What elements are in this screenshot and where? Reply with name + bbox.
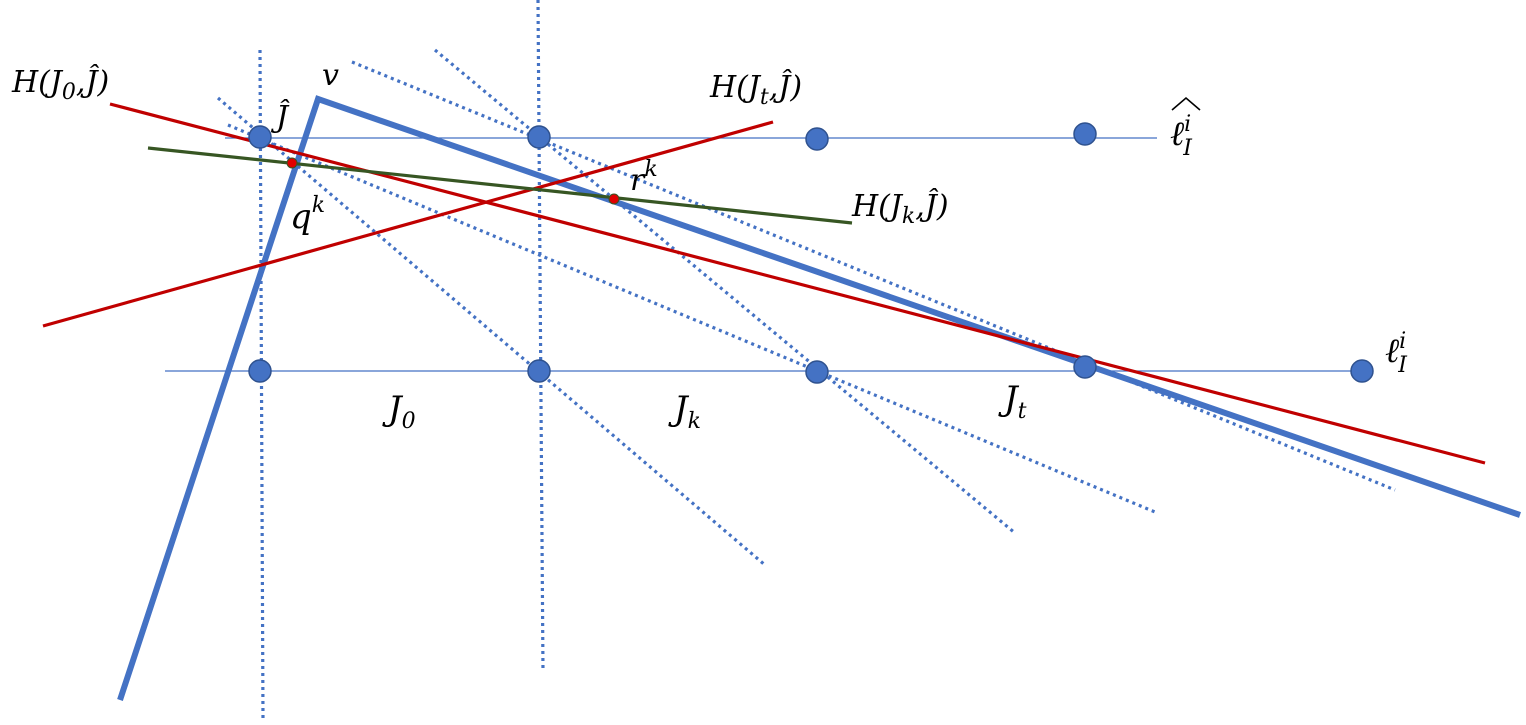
label-j-hat: Ĵ [270,99,290,135]
vertical-dotted-line-middle [536,0,545,673]
label-h-j0: H(J0,Ĵ) [11,64,109,105]
point-lower-2 [527,359,551,383]
point-upper-1 [248,125,272,149]
dotted-line-4 [351,60,1396,492]
label-q-k: qk [290,193,325,237]
green-line-h-jk [147,146,853,225]
label-v: v [322,58,339,93]
ell-hat-caret [1171,96,1201,111]
label-jk: Jk [668,389,701,434]
point-lower-5 [1350,359,1374,383]
dotted-line-2 [433,48,1017,535]
point-upper-2 [527,125,551,149]
dotted-line-1 [216,96,767,567]
point-r-k [608,193,620,205]
dotted-line-3 [227,123,1156,514]
point-upper-4 [1073,122,1097,146]
point-lower-3 [805,360,829,384]
label-jt: Jt [998,379,1027,424]
label-h-jk: H(Jk,Ĵ) [851,188,949,229]
red-line-h-jt [42,120,774,328]
vertical-dotted-line-left [258,49,265,721]
label-h-jt: H(Jt,Ĵ) [709,69,802,110]
point-lower-4 [1073,355,1097,379]
label-ell: ℓi I [1385,329,1408,378]
point-upper-3 [805,127,829,151]
label-j0: J0 [382,389,416,434]
red-line-h-j0 [109,102,1486,465]
label-ell-hat: ℓi I [1170,112,1193,161]
point-q-k [286,157,298,169]
point-lower-1 [248,359,272,383]
thick-blue-polyline [117,95,1521,701]
label-r-k: rk [630,157,658,198]
